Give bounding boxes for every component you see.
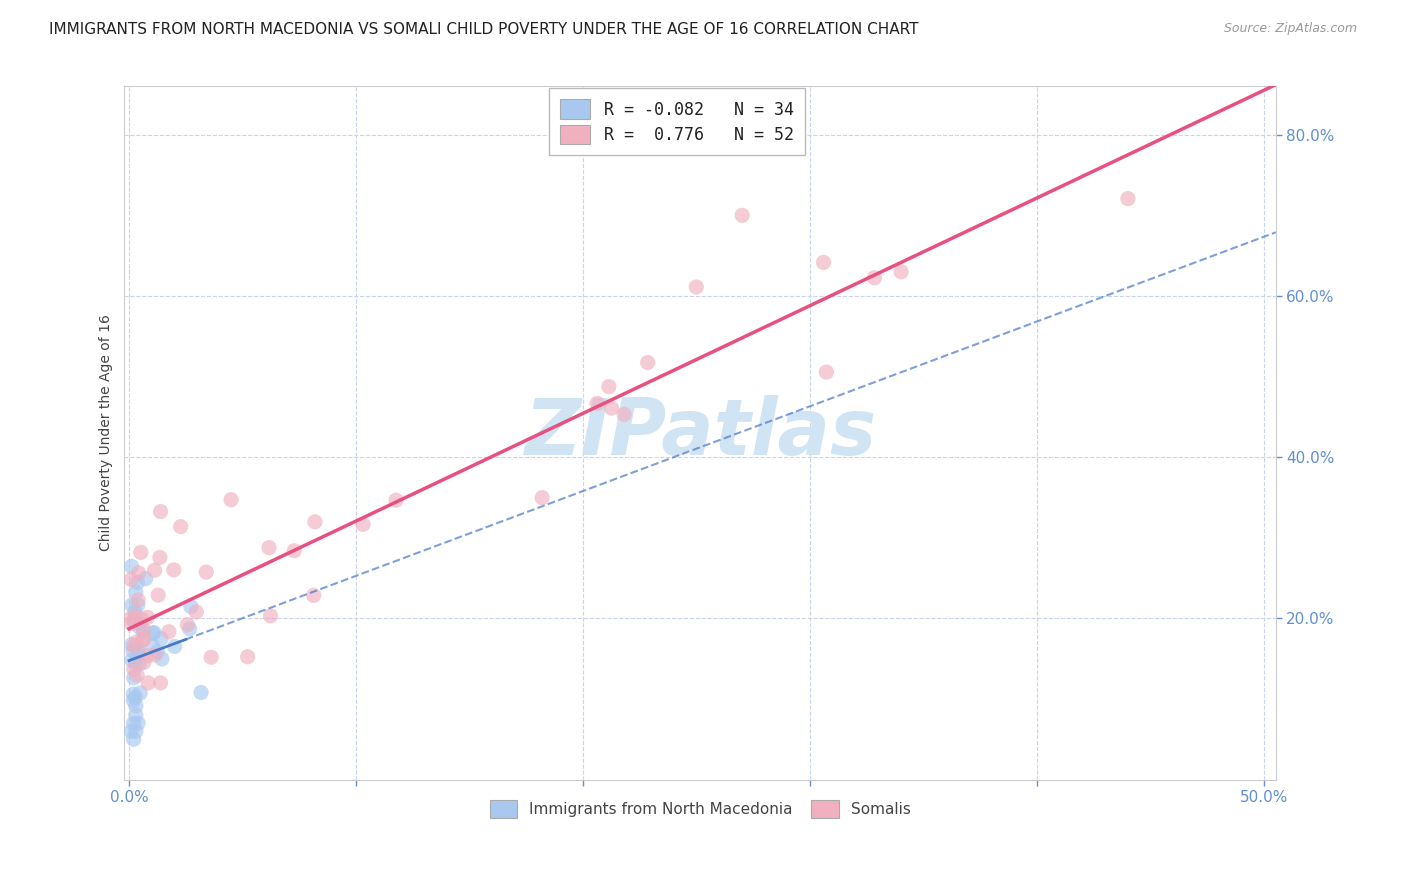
Point: [136, 676, 159, 690]
Point: [170, 519, 193, 533]
Point: [283, 543, 305, 558]
Point: [600, 401, 623, 416]
Point: [125, 698, 148, 713]
Text: ZIPatlas: ZIPatlas: [524, 395, 876, 471]
Point: [890, 265, 912, 279]
Point: [179, 622, 201, 636]
Point: [157, 624, 180, 639]
Point: [135, 572, 157, 586]
Point: [120, 616, 142, 631]
Point: [200, 650, 222, 665]
Point: [127, 598, 149, 612]
Point: [132, 656, 155, 670]
Point: [122, 639, 145, 653]
Point: [163, 640, 186, 654]
Point: [120, 724, 142, 739]
Point: [128, 643, 150, 657]
Point: [129, 545, 152, 559]
Point: [815, 365, 838, 379]
Point: [195, 565, 218, 579]
Point: [257, 541, 280, 555]
Point: [120, 573, 142, 587]
Point: [122, 644, 145, 658]
Point: [136, 648, 159, 663]
Point: [163, 563, 186, 577]
Point: [125, 615, 148, 629]
Point: [122, 614, 145, 628]
Point: [128, 566, 150, 580]
Point: [531, 491, 554, 505]
Point: [132, 623, 155, 637]
Legend: Immigrants from North Macedonia, Somalis: Immigrants from North Macedonia, Somalis: [484, 794, 917, 824]
Point: [731, 208, 754, 222]
Point: [122, 662, 145, 676]
Point: [136, 610, 159, 624]
Point: [598, 379, 620, 393]
Point: [132, 632, 155, 646]
Point: [385, 493, 408, 508]
Point: [121, 653, 143, 667]
Point: [125, 724, 148, 739]
Point: [124, 608, 146, 623]
Point: [131, 633, 153, 648]
Point: [122, 687, 145, 701]
Point: [127, 646, 149, 660]
Point: [180, 599, 202, 614]
Point: [637, 355, 659, 369]
Point: [146, 644, 169, 658]
Point: [125, 708, 148, 723]
Y-axis label: Child Poverty Under the Age of 16: Child Poverty Under the Age of 16: [100, 315, 114, 551]
Point: [122, 716, 145, 731]
Point: [304, 515, 326, 529]
Point: [143, 648, 166, 662]
Text: IMMIGRANTS FROM NORTH MACEDONIA VS SOMALI CHILD POVERTY UNDER THE AGE OF 16 CORR: IMMIGRANTS FROM NORTH MACEDONIA VS SOMAL…: [49, 22, 918, 37]
Point: [176, 617, 198, 632]
Point: [132, 624, 155, 639]
Point: [586, 396, 609, 410]
Point: [125, 585, 148, 599]
Point: [142, 626, 165, 640]
Point: [124, 690, 146, 705]
Point: [125, 635, 148, 649]
Point: [121, 598, 143, 612]
Point: [125, 668, 148, 682]
Point: [121, 638, 143, 652]
Point: [190, 685, 212, 699]
Point: [129, 686, 152, 700]
Point: [127, 593, 149, 607]
Text: Source: ZipAtlas.com: Source: ZipAtlas.com: [1223, 22, 1357, 36]
Point: [1116, 192, 1139, 206]
Point: [149, 550, 172, 565]
Point: [141, 638, 163, 652]
Point: [122, 732, 145, 747]
Point: [149, 505, 172, 519]
Point: [128, 657, 150, 671]
Point: [127, 716, 149, 731]
Point: [813, 255, 835, 269]
Point: [143, 563, 166, 577]
Point: [124, 605, 146, 619]
Point: [219, 492, 242, 507]
Point: [863, 270, 886, 285]
Point: [302, 588, 325, 602]
Point: [131, 612, 153, 626]
Point: [186, 605, 208, 619]
Point: [146, 588, 169, 602]
Point: [259, 608, 281, 623]
Point: [121, 559, 143, 574]
Point: [149, 676, 172, 690]
Point: [236, 649, 259, 664]
Point: [124, 656, 146, 670]
Point: [120, 611, 142, 625]
Point: [143, 625, 166, 640]
Point: [613, 408, 636, 422]
Point: [352, 517, 374, 532]
Point: [150, 632, 173, 646]
Point: [122, 671, 145, 685]
Point: [685, 280, 707, 294]
Point: [122, 693, 145, 707]
Point: [127, 575, 149, 590]
Point: [128, 620, 150, 634]
Point: [150, 652, 173, 666]
